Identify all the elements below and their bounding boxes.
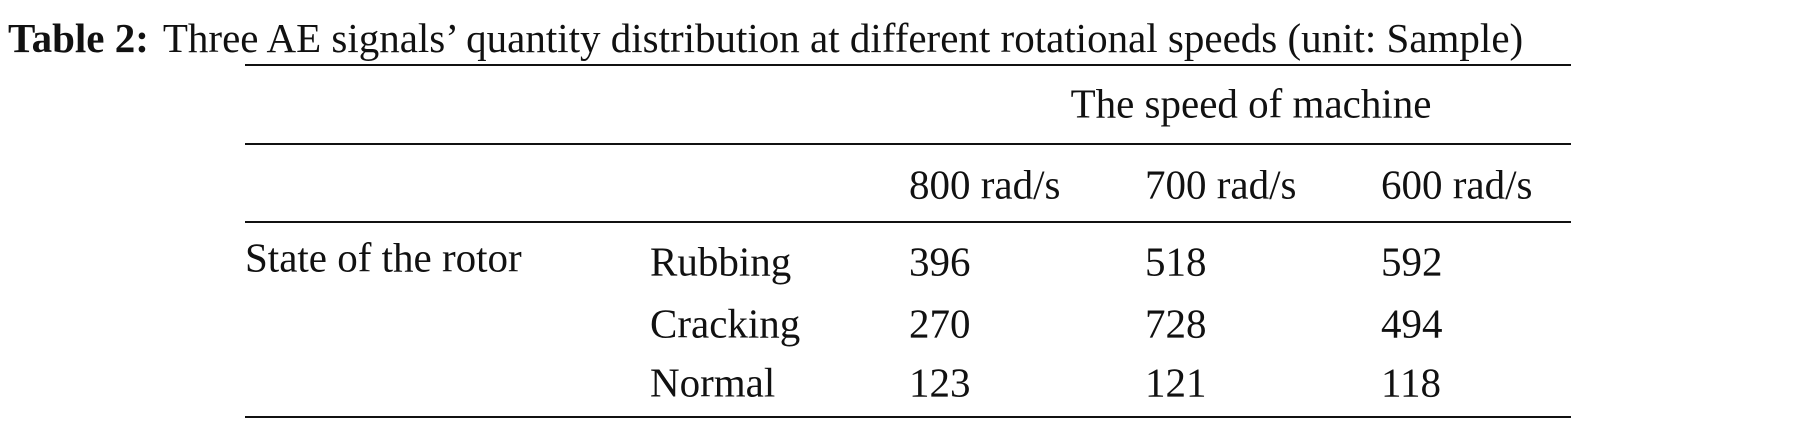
cell: 121 bbox=[1145, 359, 1207, 406]
caption: Table 2: Three AE signals’ quantity distr… bbox=[8, 14, 1523, 62]
row-group: State of the rotor bbox=[245, 234, 522, 281]
column-header: 600 rad/s bbox=[1381, 161, 1533, 208]
top-rule bbox=[245, 64, 1571, 66]
cell: 592 bbox=[1381, 238, 1443, 285]
column-header: 800 rad/s bbox=[909, 161, 1061, 208]
row-label: Normal bbox=[650, 359, 776, 406]
mid-rule bbox=[245, 143, 1571, 145]
cell: 518 bbox=[1145, 238, 1207, 285]
column-header: 700 rad/s bbox=[1145, 161, 1297, 208]
caption-label: Table 2: bbox=[8, 15, 149, 61]
cell: 270 bbox=[909, 300, 971, 347]
row-label: Rubbing bbox=[650, 238, 792, 285]
cell: 118 bbox=[1381, 359, 1441, 406]
caption-text: Three AE signals’ quantity distribution … bbox=[162, 15, 1524, 61]
cell: 123 bbox=[909, 359, 971, 406]
bottom-rule bbox=[245, 416, 1571, 418]
cell: 396 bbox=[909, 238, 971, 285]
cell: 494 bbox=[1381, 300, 1443, 347]
header-rule bbox=[245, 221, 1571, 223]
row-label: Cracking bbox=[650, 300, 801, 347]
spanning-header: The speed of machine bbox=[1070, 80, 1432, 127]
cell: 728 bbox=[1145, 300, 1207, 347]
